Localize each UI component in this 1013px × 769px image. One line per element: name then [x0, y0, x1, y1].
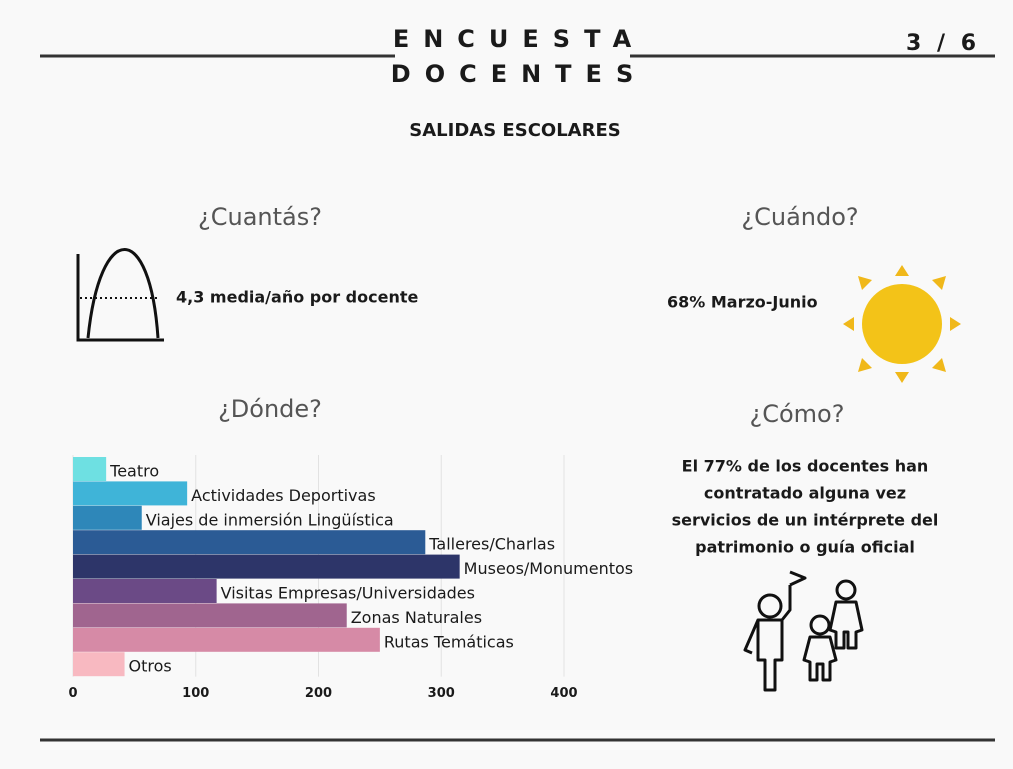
x-tick-label: 300: [428, 686, 455, 701]
section-title: ¿Cómo?: [750, 400, 845, 428]
bar: [73, 530, 426, 555]
bar-label: Museos/Monumentos: [464, 559, 633, 578]
body-line: contratado alguna vez: [704, 484, 906, 503]
page-number: 3 / 6: [906, 31, 980, 56]
section-title: ¿Cuantás?: [198, 203, 322, 231]
x-tick-label: 100: [182, 686, 209, 701]
header-title: DOCENTES: [391, 60, 647, 88]
bar-label: Otros: [129, 657, 172, 676]
bar-label: Viajes de inmersión Lingüística: [146, 510, 394, 529]
people-icon: [743, 570, 864, 692]
bar-label: Teatro: [109, 462, 159, 481]
header-title: ENCUESTA: [393, 25, 645, 53]
body-line: patrimonio o guía oficial: [695, 538, 915, 557]
bar: [73, 579, 217, 603]
bar: [73, 481, 188, 506]
bar: [73, 627, 380, 652]
heading: SALIDAS ESCOLARES: [409, 120, 620, 141]
curve-icon: [76, 248, 164, 342]
bar-label: Visitas Empresas/Universidades: [221, 584, 475, 603]
stat-text: 4,3 media/año por docente: [176, 288, 418, 307]
bar-label: Actividades Deportivas: [191, 486, 376, 505]
bar-label: Talleres/Charlas: [428, 535, 555, 554]
bar-label: Rutas Temáticas: [384, 632, 514, 651]
stat-text: 68% Marzo-Junio: [667, 293, 818, 312]
chart-title: ¿Dónde?: [218, 395, 322, 423]
body-line: servicios de un intérprete del: [672, 511, 939, 530]
bar: [73, 603, 347, 628]
bar: [73, 505, 142, 530]
body-line: El 77% de los docentes han: [682, 457, 929, 476]
bar-label: Zonas Naturales: [351, 608, 482, 627]
section-title: ¿Cuándo?: [741, 203, 858, 231]
x-tick-label: 400: [550, 686, 577, 701]
bar: [73, 457, 107, 481]
bar: [73, 554, 460, 579]
sun-icon: [843, 265, 961, 383]
x-tick-label: 200: [305, 686, 332, 701]
x-tick-label: 0: [68, 686, 77, 701]
bar: [73, 652, 125, 677]
